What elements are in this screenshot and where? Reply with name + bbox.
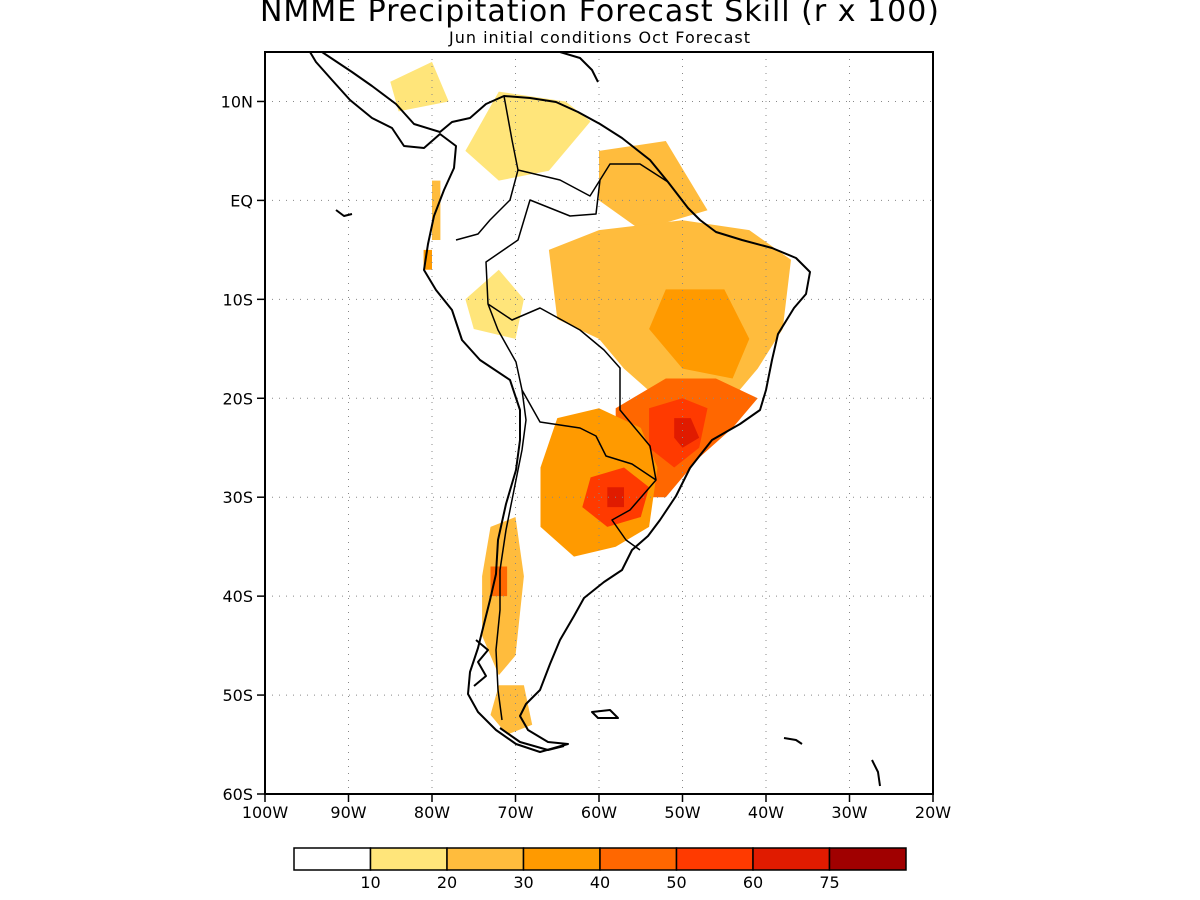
legend-swatch xyxy=(293,847,372,871)
coastline-cuba xyxy=(559,52,599,83)
skill-region-patagonia-south xyxy=(490,685,533,735)
lon-tick-label: 20W xyxy=(915,803,951,822)
chart-subtitle: Jun initial conditions Oct Forecast xyxy=(448,28,752,47)
map-gridlines xyxy=(265,52,933,794)
legend-swatch xyxy=(599,847,678,871)
legend-label: 10 xyxy=(360,873,380,892)
lon-tick-label: 100W xyxy=(242,803,289,822)
skill-region-colombia-venezuela xyxy=(465,91,591,181)
legend-swatch xyxy=(446,847,525,871)
legend-swatch xyxy=(828,847,907,871)
coastline-tierra-del-fuego xyxy=(499,727,565,751)
lat-tick-label: 10S xyxy=(222,290,253,309)
lon-tick-label: 90W xyxy=(330,803,366,822)
legend-swatch xyxy=(522,847,601,871)
legend-label: 20 xyxy=(437,873,457,892)
lat-tick-label: 20S xyxy=(222,389,253,408)
lon-tick-label: 60W xyxy=(581,803,617,822)
skill-region-central-america xyxy=(390,61,449,112)
coastline-falklands xyxy=(591,709,619,719)
skill-region-central-brazil xyxy=(649,289,750,379)
legend-swatch xyxy=(675,847,754,871)
coastline-south-sandwich xyxy=(871,759,881,787)
longitude-tick-labels: 100W 90W 80W 70W 60W 50W 40W 30W 20W xyxy=(242,794,951,822)
legend-label: 60 xyxy=(743,873,763,892)
coastline-south-america xyxy=(309,52,811,753)
lat-tick-label: 30S xyxy=(222,488,253,507)
lat-tick-label: 40S xyxy=(222,587,253,606)
lon-tick-label: 50W xyxy=(664,803,700,822)
lon-tick-label: 70W xyxy=(497,803,533,822)
skill-region-andes-peru xyxy=(465,269,524,339)
legend-label: 50 xyxy=(666,873,686,892)
lat-tick-label: 10N xyxy=(221,92,253,111)
legend-swatch xyxy=(752,847,831,871)
coastlines xyxy=(309,52,881,787)
coastline-south-georgia xyxy=(783,737,803,745)
lon-tick-label: 40W xyxy=(748,803,784,822)
lat-tick-label: 50S xyxy=(222,686,253,705)
lat-tick-label: 60S xyxy=(222,785,253,804)
legend-swatch xyxy=(369,847,448,871)
coastline-galapagos xyxy=(335,209,353,217)
lon-tick-label: 80W xyxy=(414,803,450,822)
skill-region-chile-south xyxy=(490,566,508,597)
skill-region-guiana-north-brazil xyxy=(599,141,708,231)
legend-label: 30 xyxy=(513,873,533,892)
color-legend: 10 20 30 40 50 60 75 xyxy=(293,847,907,892)
legend-label: 40 xyxy=(590,873,610,892)
country-borders xyxy=(455,95,669,721)
skill-region-southeast-max xyxy=(674,418,700,448)
lat-tick-label: EQ xyxy=(230,191,253,210)
latitude-tick-labels: 10N EQ 10S 20S 30S 40S 50S 60S xyxy=(221,92,265,804)
lon-tick-label: 30W xyxy=(831,803,867,822)
coastline-chiloe-islands xyxy=(473,639,489,687)
legend-label: 75 xyxy=(819,873,839,892)
chart-title: NMME Precipitation Forecast Skill (r x 1… xyxy=(259,0,941,29)
skill-shading xyxy=(390,61,791,735)
